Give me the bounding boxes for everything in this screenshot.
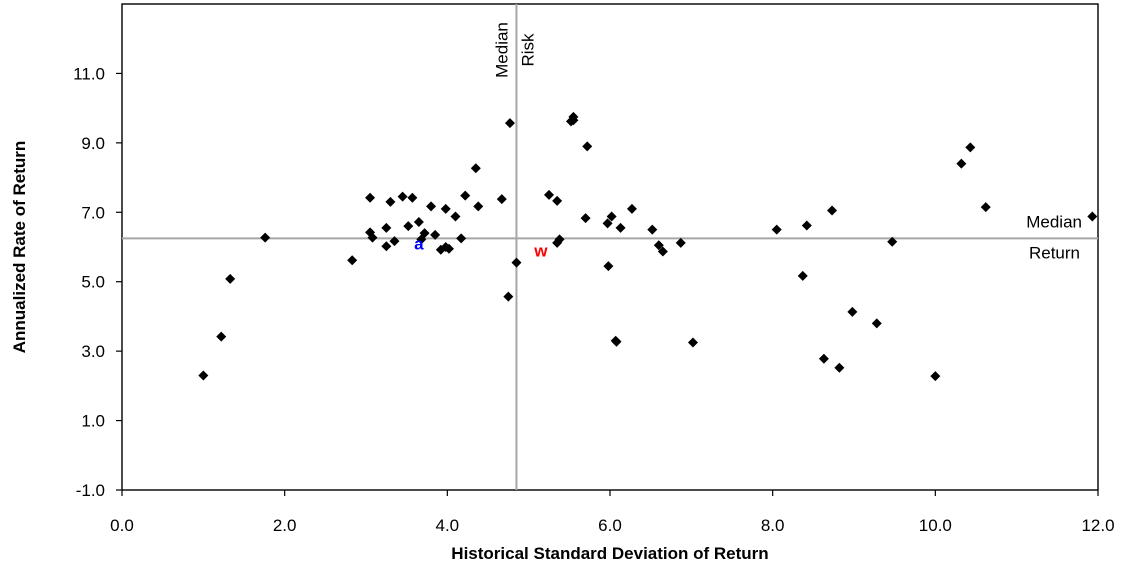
data-point <box>198 370 209 381</box>
data-point <box>473 201 484 212</box>
y-tick-label: 3.0 <box>81 342 105 361</box>
y-axis-title: Annualized Rate of Return <box>10 141 29 354</box>
x-tick-label: 12.0 <box>1081 516 1114 535</box>
data-point <box>647 224 658 235</box>
data-point <box>496 194 507 205</box>
data-points <box>198 111 1098 382</box>
x-tick-label: 2.0 <box>273 516 297 535</box>
data-point <box>216 331 227 342</box>
data-point <box>407 192 418 203</box>
data-point <box>367 232 378 243</box>
y-tick-label: 9.0 <box>81 134 105 153</box>
data-point <box>554 234 565 245</box>
data-point <box>430 229 441 240</box>
data-point <box>381 222 392 233</box>
data-point <box>426 201 437 212</box>
data-point <box>470 163 481 174</box>
data-point <box>797 270 808 281</box>
highlight-label-a: a <box>414 235 424 254</box>
data-point <box>450 211 461 222</box>
data-point <box>657 246 668 257</box>
y-tick-label: 11.0 <box>73 64 105 83</box>
data-point <box>504 118 515 129</box>
data-point <box>615 222 626 233</box>
data-point <box>419 228 430 239</box>
data-point <box>544 189 554 200</box>
data-point <box>956 158 967 169</box>
data-point <box>389 236 400 247</box>
axis-ticks: 0.0 2.0 4.0 6.0 8.0 10.0 12.0 -1.0 1.0 3.0 5.0 7.0 9… <box>73 64 1114 535</box>
data-point <box>582 141 593 152</box>
data-point <box>503 291 514 302</box>
x-tick-label: 8.0 <box>761 516 785 535</box>
median-lines: Median Risk Median Return <box>122 4 1098 490</box>
data-point <box>801 220 812 231</box>
data-point <box>687 337 698 348</box>
data-point <box>980 202 991 213</box>
data-point <box>403 221 414 232</box>
data-point <box>456 233 467 244</box>
data-point <box>834 362 845 373</box>
y-tick-label: -1.0 <box>76 481 105 500</box>
data-point <box>511 257 522 268</box>
data-point <box>626 203 637 214</box>
data-point <box>847 306 858 317</box>
data-point <box>385 196 396 207</box>
data-point <box>580 213 591 224</box>
x-tick-label: 10.0 <box>919 516 952 535</box>
x-tick-label: 6.0 <box>598 516 622 535</box>
data-point <box>1087 211 1098 222</box>
data-point <box>606 211 617 222</box>
data-point <box>871 318 882 329</box>
data-point <box>568 115 579 126</box>
plot-area <box>121 3 1099 491</box>
data-point <box>365 192 376 203</box>
x-tick-label: 0.0 <box>110 516 134 535</box>
data-point <box>225 273 236 284</box>
data-point <box>653 240 664 251</box>
highlight-label-w: w <box>533 241 548 260</box>
data-point <box>611 336 622 347</box>
median-return-label-2: Return <box>1029 243 1080 262</box>
x-tick-label: 4.0 <box>436 516 460 535</box>
data-point <box>827 205 838 216</box>
data-point <box>552 195 563 206</box>
data-point <box>443 243 454 254</box>
data-point <box>887 236 898 247</box>
median-risk-label-1: Median <box>492 22 511 78</box>
data-point <box>603 261 614 272</box>
data-point <box>440 203 451 214</box>
data-point <box>460 190 471 201</box>
x-axis-title: Historical Standard Deviation of Return <box>451 544 768 563</box>
median-risk-label-2: Risk <box>518 33 537 67</box>
data-point <box>260 232 271 243</box>
data-point <box>675 237 686 248</box>
data-point <box>413 217 424 228</box>
data-point <box>930 371 941 382</box>
data-point <box>771 224 782 235</box>
data-point <box>965 142 976 153</box>
data-point <box>381 241 392 252</box>
data-point <box>397 191 408 202</box>
y-tick-label: 1.0 <box>81 412 105 431</box>
y-tick-label: 5.0 <box>81 273 105 292</box>
y-tick-label: 7.0 <box>81 203 105 222</box>
data-point <box>347 255 358 266</box>
median-return-label-1: Median <box>1026 212 1082 231</box>
data-point <box>818 353 829 364</box>
data-point <box>602 218 613 229</box>
